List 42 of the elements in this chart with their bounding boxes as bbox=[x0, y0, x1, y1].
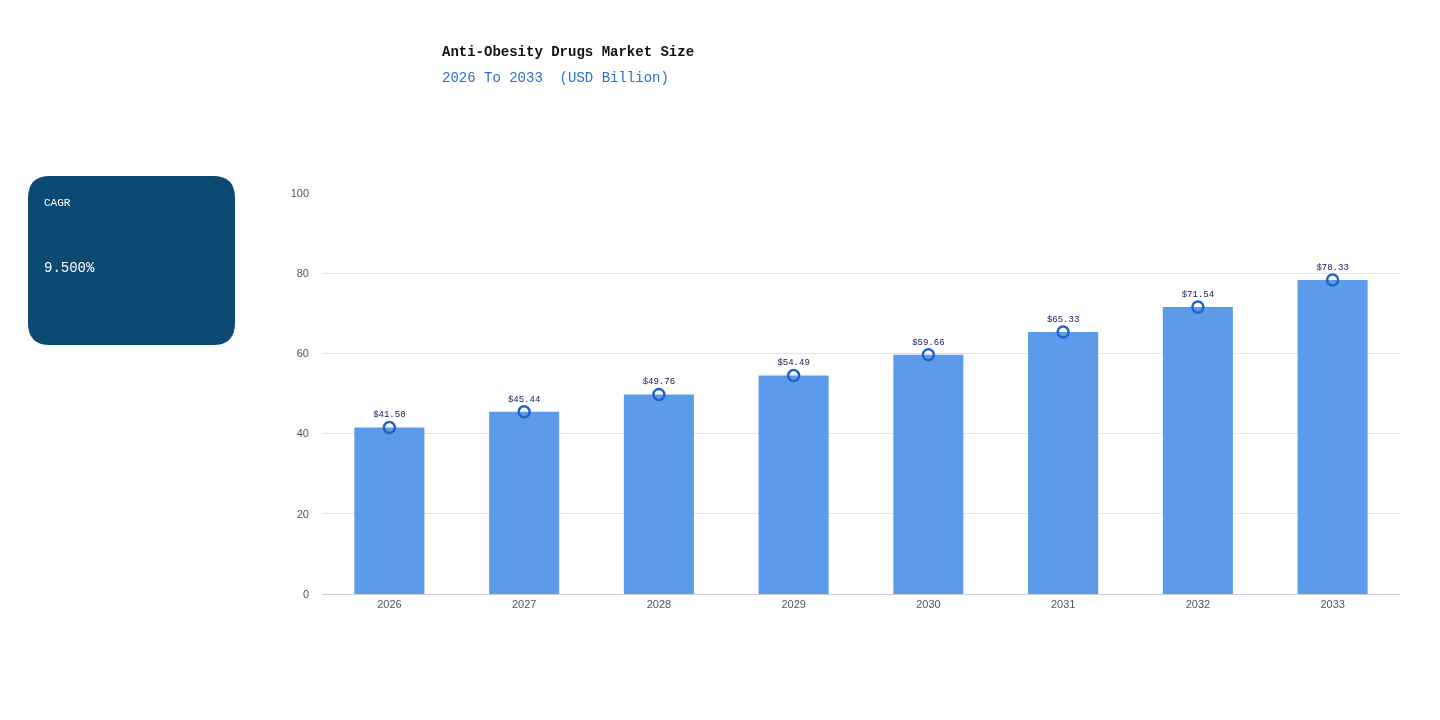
data-label: $71.54 bbox=[1181, 289, 1215, 300]
y-tick-label: 60 bbox=[296, 347, 309, 360]
y-tick-label: 100 bbox=[290, 186, 309, 199]
x-tick-label: 2027 bbox=[511, 598, 537, 611]
data-label: $49.76 bbox=[642, 377, 676, 388]
bar bbox=[1297, 279, 1368, 594]
x-tick-label: 2033 bbox=[1320, 598, 1345, 611]
data-label: $45.44 bbox=[507, 394, 541, 405]
y-tick-label: 20 bbox=[296, 507, 309, 520]
x-tick-label: 2026 bbox=[377, 598, 402, 611]
text: CAGR bbox=[44, 197, 71, 209]
data-label: $41.50 bbox=[373, 410, 406, 421]
point bbox=[517, 405, 531, 419]
text: 9.500% bbox=[44, 260, 96, 276]
point bbox=[786, 368, 801, 383]
data-label: $59.66 bbox=[912, 337, 945, 348]
chart-subtitle: 2026 To 2033 (USD Billion) bbox=[442, 70, 669, 86]
data-label: $65.33 bbox=[1046, 314, 1080, 325]
bar bbox=[1162, 307, 1233, 594]
point bbox=[1191, 300, 1205, 314]
point bbox=[652, 387, 666, 402]
bar bbox=[354, 427, 425, 594]
x-tick-label: 2031 bbox=[1050, 598, 1076, 611]
y-tick-label: 80 bbox=[296, 267, 309, 280]
x-tick-label: 2028 bbox=[646, 598, 672, 611]
bar bbox=[758, 375, 829, 594]
x-tick-label: 2029 bbox=[781, 598, 806, 611]
bar bbox=[1028, 332, 1099, 594]
x-tick-label: 2030 bbox=[916, 598, 941, 611]
bar bbox=[623, 394, 694, 594]
y-tick-label: 0 bbox=[302, 587, 309, 600]
point bbox=[1056, 325, 1070, 339]
bar bbox=[489, 411, 560, 594]
x-tick-label: 2032 bbox=[1185, 598, 1211, 611]
y-tick-label: 40 bbox=[296, 427, 309, 440]
point bbox=[1325, 273, 1340, 287]
data-label: $78.33 bbox=[1316, 262, 1349, 273]
chart-title: Anti-Obesity Drugs Market Size bbox=[442, 44, 695, 60]
point bbox=[921, 348, 936, 362]
point bbox=[382, 420, 397, 435]
data-label: $54.49 bbox=[777, 358, 810, 369]
bar bbox=[893, 354, 964, 594]
